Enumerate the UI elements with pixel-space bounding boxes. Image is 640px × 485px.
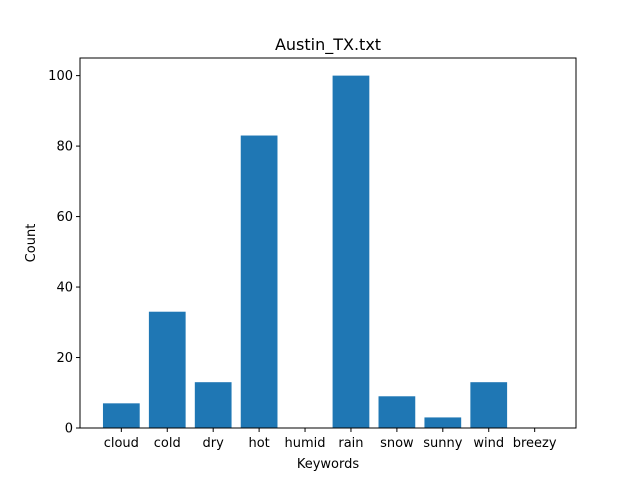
x-tick-label: wind — [473, 436, 504, 451]
bar-dry — [194, 382, 232, 428]
bar-cold — [148, 311, 186, 428]
y-tick-label: 0 — [65, 422, 73, 437]
bar-snow — [378, 396, 416, 428]
plot-frame — [79, 57, 577, 429]
y-axis-ticks: 0 20 40 60 80 100 — [48, 69, 80, 437]
x-tick-label: rain — [338, 436, 363, 451]
bar-rain — [332, 75, 370, 428]
y-tick-label: 60 — [56, 210, 73, 225]
y-tick-label: 40 — [56, 281, 73, 296]
x-tick-label: cold — [154, 436, 181, 451]
bars-group — [102, 75, 508, 428]
x-tick-label: sunny — [423, 436, 462, 451]
x-tick-label: hot — [248, 436, 269, 451]
y-tick-label: 80 — [56, 140, 73, 155]
x-tick-label: snow — [380, 436, 414, 451]
bar-sunny — [424, 417, 462, 428]
bar-wind — [470, 382, 508, 428]
bar-hot — [240, 135, 278, 428]
x-axis-ticks: cloud cold dry hot humid rain snow sunny wind bre… — [104, 428, 557, 451]
y-tick-label: 20 — [56, 351, 73, 366]
x-tick-label: humid — [285, 436, 326, 451]
y-tick-label: 100 — [48, 69, 73, 84]
x-tick-label: breezy — [513, 436, 557, 451]
chart-title: Austin_TX.txt — [275, 35, 381, 55]
bar-cloud — [102, 403, 140, 428]
x-tick-label: dry — [203, 436, 225, 451]
x-axis-label: Keywords — [297, 457, 360, 472]
y-axis-label: Count — [24, 224, 39, 263]
x-tick-label: cloud — [104, 436, 139, 451]
